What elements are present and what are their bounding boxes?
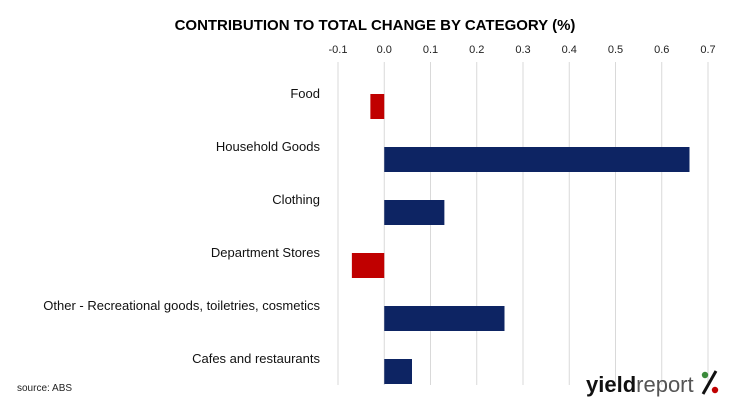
bar [384, 147, 690, 172]
x-tick-label: 0.3 [515, 44, 530, 56]
logo-dot-bottom [711, 386, 719, 394]
bar [384, 200, 445, 225]
category-labels: Food Household Goods Clothing Department St… [43, 86, 320, 366]
category-label: Other - Recreational goods, toiletries, … [43, 298, 320, 313]
x-tick-label: 0.0 [377, 44, 392, 56]
category-label: Clothing [272, 192, 320, 207]
x-tick-label: 0.4 [562, 44, 577, 56]
x-tick-label: 0.6 [654, 44, 669, 56]
bar [351, 253, 385, 278]
x-tick-label: 0.2 [469, 44, 484, 56]
bars [351, 94, 690, 384]
category-label: Cafes and restaurants [192, 351, 320, 366]
bar [384, 306, 505, 331]
logo-text: yieldreport [586, 372, 694, 397]
source-note: source: ABS [17, 383, 72, 394]
logo-slash [701, 370, 718, 395]
logo-text-yield: yield [586, 372, 636, 397]
yieldreport-logo: yieldreport [586, 370, 719, 397]
x-tick-label: -0.1 [329, 44, 348, 56]
category-label: Food [290, 86, 320, 101]
x-tick-label: 0.5 [608, 44, 623, 56]
chart-title: CONTRIBUTION TO TOTAL CHANGE BY CATEGORY… [175, 17, 576, 34]
x-tick-label: 0.7 [700, 44, 715, 56]
logo-percent-icon [701, 370, 719, 395]
category-label: Department Stores [211, 245, 321, 260]
x-tick-label: 0.1 [423, 44, 438, 56]
bar [384, 359, 412, 384]
bar [370, 94, 385, 119]
category-label: Household Goods [216, 139, 321, 154]
x-axis-ticks: -0.1 0.0 0.1 0.2 0.3 0.4 0.5 0.6 0.7 [329, 44, 716, 56]
logo-dot-top [701, 371, 709, 379]
logo-text-report: report [636, 372, 693, 397]
